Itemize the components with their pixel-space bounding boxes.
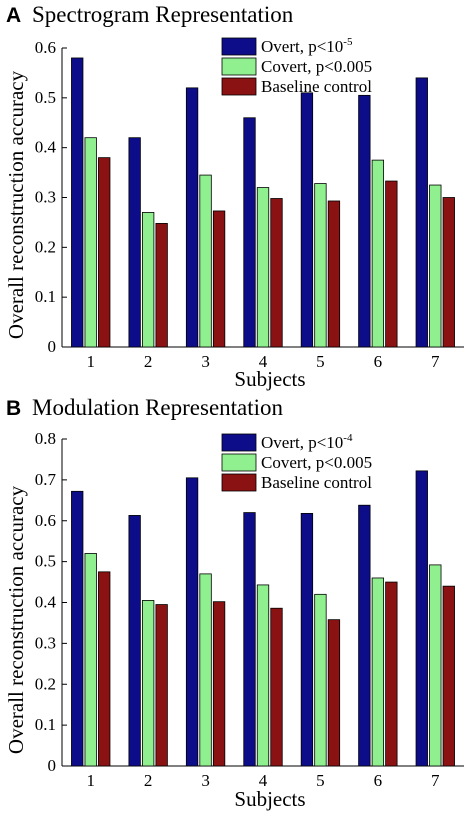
bar-baseline-subject-6	[385, 581, 398, 767]
bar-covert-subject-4	[256, 584, 270, 767]
bar-overt-subject-7	[415, 470, 428, 767]
x-tick-label: 5	[316, 352, 325, 371]
y-tick-label: 0.7	[35, 470, 57, 489]
x-tick-label: 4	[259, 771, 268, 790]
bar-baseline-subject-6	[385, 180, 398, 348]
bar-covert-subject-4	[256, 187, 270, 348]
y-tick-label: 0.3	[35, 188, 56, 207]
panel-b-letter: B	[6, 397, 21, 420]
x-tick-label: 7	[431, 352, 440, 371]
bar-overt-subject-6	[358, 94, 371, 348]
panel-b-ylabel: Overall reconstruction accuracy	[4, 485, 28, 754]
legend-swatch	[221, 433, 257, 452]
bar-covert-subject-2	[141, 600, 155, 767]
x-tick-label: 4	[259, 352, 268, 371]
bar-overt-subject-6	[358, 504, 371, 767]
bar-covert-subject-5	[314, 593, 327, 767]
legend-swatch	[221, 57, 257, 76]
bar-covert-subject-1	[84, 137, 97, 348]
y-tick-label: 0.4	[35, 593, 57, 612]
bar-baseline-subject-2	[155, 223, 168, 348]
x-tick-label: 3	[201, 352, 210, 371]
x-tick-label: 5	[316, 771, 325, 790]
bar-overt-subject-4	[243, 512, 256, 767]
y-tick-label: 0.1	[35, 715, 56, 734]
bar-baseline-subject-1	[98, 157, 111, 348]
panel-b-plot: 0 0.1 0.2 0.3 0.4 0.5 0.6 0.7 0.8 1 2 3 4 5 6 7 Overt, p…	[35, 429, 464, 790]
bar-baseline-subject-4	[270, 607, 283, 767]
y-tick-label: 0	[48, 337, 57, 356]
x-tick-label: 6	[374, 352, 383, 371]
panel-b-xlabel: Subjects	[234, 787, 305, 811]
y-tick-label: 0.6	[35, 511, 56, 530]
legend-label: Covert, p<0.005	[261, 57, 372, 76]
panel-a-letter: A	[6, 4, 21, 27]
legend-superscript: -5	[343, 36, 353, 48]
x-tick-label: 1	[86, 771, 95, 790]
legend-swatch	[221, 77, 257, 96]
bar-covert-subject-1	[84, 553, 97, 767]
legend-superscript: -4	[343, 432, 353, 444]
bar-overt-subject-1	[71, 490, 84, 767]
bar-overt-subject-5	[300, 512, 314, 767]
bar-baseline-subject-7	[442, 585, 455, 767]
bar-overt-subject-1	[71, 57, 84, 348]
bar-overt-subject-3	[185, 87, 199, 348]
x-tick-label: 2	[144, 352, 153, 371]
bar-overt-subject-4	[243, 117, 256, 348]
bar-covert-subject-3	[199, 174, 212, 348]
x-tick-label: 3	[201, 771, 210, 790]
bar-covert-subject-2	[141, 212, 155, 348]
bar-covert-subject-6	[371, 577, 385, 767]
panel-b: B Modulation Representation 0 0.1 0.2 0.3 0.…	[4, 395, 464, 811]
legend-swatch	[221, 37, 257, 56]
y-tick-label: 0.6	[35, 38, 56, 57]
x-tick-label: 7	[431, 771, 440, 790]
panel-a-ylabel: Overall reconstruction accuracy	[4, 70, 28, 339]
legend-swatch	[221, 473, 257, 492]
bar-baseline-subject-3	[212, 210, 226, 348]
bar-baseline-subject-2	[155, 604, 168, 767]
bar-covert-subject-7	[429, 564, 442, 767]
bar-overt-subject-2	[128, 515, 141, 767]
x-tick-label: 2	[144, 771, 153, 790]
y-tick-label: 0	[48, 756, 57, 775]
bar-baseline-subject-7	[442, 197, 455, 348]
y-tick-label: 0.1	[35, 287, 56, 306]
legend-swatch	[221, 453, 257, 472]
bar-baseline-subject-1	[98, 571, 111, 767]
legend-label: Baseline control	[261, 473, 372, 492]
panel-b-title: Modulation Representation	[32, 395, 284, 420]
bar-baseline-subject-5	[327, 200, 341, 348]
legend-label: Overt, p<10-4	[261, 432, 353, 452]
bar-covert-subject-3	[199, 573, 212, 767]
y-tick-label: 0.5	[35, 88, 56, 107]
panel-a-xlabel: Subjects	[234, 367, 305, 391]
y-tick-label: 0.8	[35, 429, 56, 448]
bar-covert-subject-7	[429, 184, 442, 348]
panel-a: A Spectrogram Representation 00.10.20.30…	[4, 2, 464, 391]
bar-baseline-subject-4	[270, 198, 283, 348]
bar-baseline-subject-3	[212, 601, 226, 767]
panel-a-plot: 0 0.1 0.2 0.3 0.4 0.5 0.6 1 2 3 4 5 6 7 Overt, p<10-5C…	[35, 36, 464, 371]
bar-baseline-subject-5	[327, 619, 341, 767]
bar-covert-subject-5	[314, 183, 327, 348]
legend-label: Covert, p<0.005	[261, 453, 372, 472]
bar-overt-subject-3	[185, 477, 199, 767]
y-tick-label: 0.2	[35, 237, 56, 256]
y-tick-label: 0.4	[35, 138, 57, 157]
legend-label: Overt, p<10-5	[261, 36, 353, 56]
x-tick-label: 6	[374, 771, 383, 790]
legend-label: Baseline control	[261, 77, 372, 96]
x-tick-label: 1	[86, 352, 95, 371]
y-tick-label: 0.5	[35, 552, 56, 571]
bar-covert-subject-6	[371, 159, 385, 348]
panel-a-title: Spectrogram Representation	[32, 2, 294, 27]
y-tick-label: 0.3	[35, 633, 56, 652]
bar-overt-subject-7	[415, 77, 428, 348]
bar-overt-subject-2	[128, 137, 141, 348]
y-tick-label: 0.2	[35, 674, 56, 693]
bar-overt-subject-5	[300, 92, 314, 348]
